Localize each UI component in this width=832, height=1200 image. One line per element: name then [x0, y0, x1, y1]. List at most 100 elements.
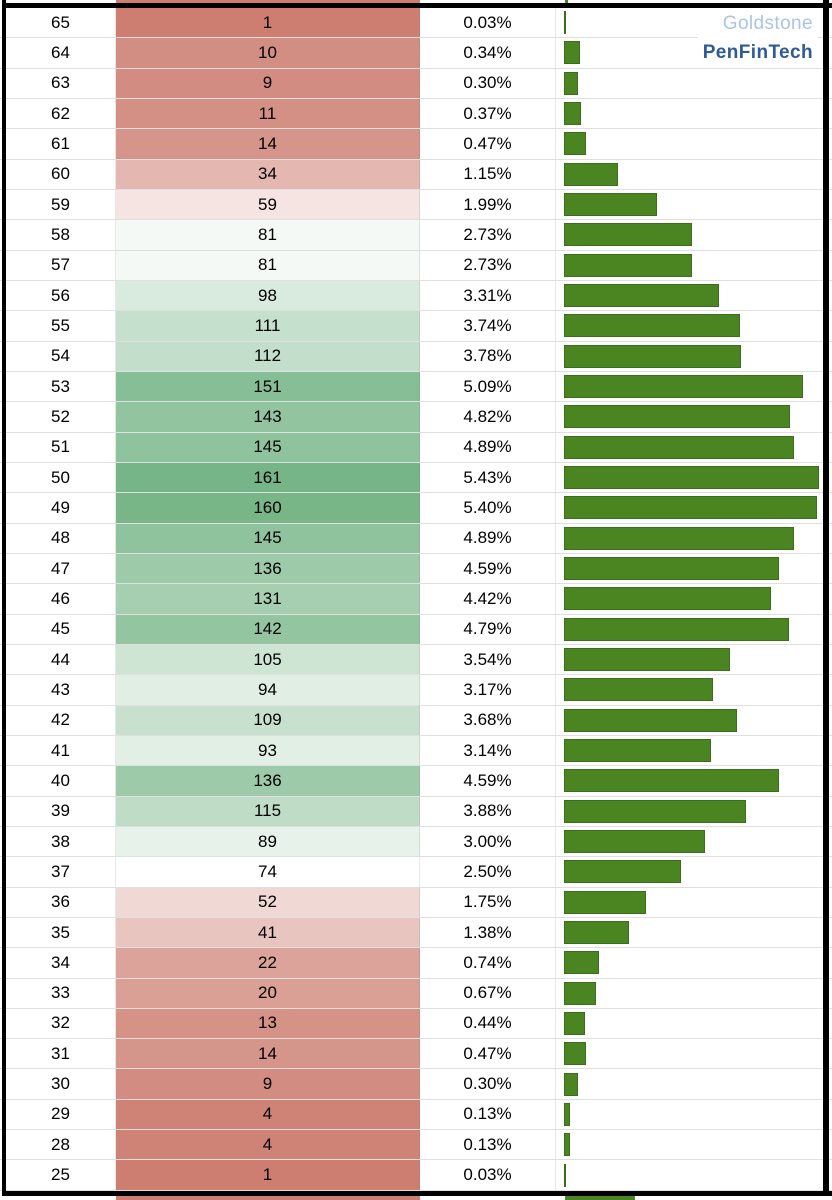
age-cell[interactable]: 55: [6, 311, 116, 341]
age-cell[interactable]: 61: [6, 129, 116, 159]
age-cell[interactable]: 56: [6, 280, 116, 311]
age-cell[interactable]: 60: [6, 159, 116, 189]
bar-cell[interactable]: [556, 918, 823, 947]
bar-cell[interactable]: [556, 1100, 823, 1129]
age-cell[interactable]: 64: [6, 38, 116, 68]
age-cell[interactable]: 33: [6, 978, 116, 1008]
age-cell[interactable]: 49: [6, 493, 116, 523]
percent-cell[interactable]: 0.47%: [420, 1039, 556, 1069]
age-cell[interactable]: 29: [6, 1099, 116, 1130]
count-cell[interactable]: 81: [116, 250, 420, 280]
bar-cell[interactable]: [556, 797, 823, 826]
bar-cell[interactable]: [556, 857, 823, 886]
count-cell[interactable]: 22: [116, 948, 420, 978]
percent-cell[interactable]: 0.67%: [420, 978, 556, 1008]
count-cell[interactable]: 143: [116, 402, 420, 432]
age-cell[interactable]: 36: [6, 887, 116, 917]
bar-cell[interactable]: [556, 554, 823, 583]
bar-cell[interactable]: [556, 979, 823, 1008]
percent-cell[interactable]: 4.42%: [420, 584, 556, 614]
percent-cell[interactable]: 0.34%: [420, 38, 556, 68]
bar-cell[interactable]: [556, 1009, 823, 1038]
percent-cell[interactable]: 5.43%: [420, 462, 556, 493]
bar-cell[interactable]: [556, 38, 823, 67]
percent-cell[interactable]: 3.54%: [420, 644, 556, 675]
percent-cell[interactable]: 3.31%: [420, 280, 556, 311]
age-cell[interactable]: 41: [6, 735, 116, 766]
count-cell[interactable]: 136: [116, 766, 420, 796]
bar-cell[interactable]: [556, 584, 823, 613]
age-cell[interactable]: 32: [6, 1008, 116, 1039]
percent-cell[interactable]: 1.99%: [420, 189, 556, 220]
bar-cell[interactable]: [556, 524, 823, 553]
count-cell[interactable]: 145: [116, 432, 420, 462]
count-cell[interactable]: 94: [116, 675, 420, 705]
age-cell[interactable]: 63: [6, 68, 116, 98]
percent-cell[interactable]: 4.89%: [420, 432, 556, 462]
count-cell[interactable]: 93: [116, 735, 420, 766]
count-cell[interactable]: 81: [116, 220, 420, 250]
bar-cell[interactable]: [556, 1160, 823, 1189]
percent-cell[interactable]: 0.30%: [420, 68, 556, 98]
percent-cell[interactable]: 2.50%: [420, 857, 556, 887]
percent-cell[interactable]: 0.03%: [420, 8, 556, 38]
age-cell[interactable]: 62: [6, 98, 116, 129]
age-cell[interactable]: 46: [6, 584, 116, 614]
percent-cell[interactable]: 0.74%: [420, 948, 556, 978]
age-cell[interactable]: 37: [6, 857, 116, 887]
bar-cell[interactable]: [556, 220, 823, 249]
bar-cell[interactable]: [556, 675, 823, 704]
count-cell[interactable]: 52: [116, 887, 420, 917]
count-cell[interactable]: 161: [116, 462, 420, 493]
count-cell[interactable]: 59: [116, 189, 420, 220]
bar-cell[interactable]: [556, 129, 823, 158]
percent-cell[interactable]: 2.73%: [420, 250, 556, 280]
percent-cell[interactable]: 5.40%: [420, 493, 556, 523]
percent-cell[interactable]: 3.00%: [420, 826, 556, 857]
percent-cell[interactable]: 5.09%: [420, 371, 556, 402]
age-cell[interactable]: 58: [6, 220, 116, 250]
age-cell[interactable]: 30: [6, 1069, 116, 1099]
count-cell[interactable]: 1: [116, 8, 420, 38]
count-cell[interactable]: 136: [116, 553, 420, 584]
age-cell[interactable]: 34: [6, 948, 116, 978]
percent-cell[interactable]: 0.13%: [420, 1130, 556, 1160]
count-cell[interactable]: 20: [116, 978, 420, 1008]
count-cell[interactable]: 142: [116, 614, 420, 644]
bar-cell[interactable]: [556, 402, 823, 431]
bar-cell[interactable]: [556, 706, 823, 735]
age-cell[interactable]: 48: [6, 523, 116, 553]
percent-cell[interactable]: 0.03%: [420, 1160, 556, 1190]
bar-cell[interactable]: [556, 1130, 823, 1159]
count-cell[interactable]: 4: [116, 1099, 420, 1130]
age-cell[interactable]: 44: [6, 644, 116, 675]
bar-cell[interactable]: [556, 433, 823, 462]
bar-cell[interactable]: [556, 827, 823, 856]
bar-cell[interactable]: [556, 736, 823, 765]
percent-cell[interactable]: 1.38%: [420, 917, 556, 948]
count-cell[interactable]: 111: [116, 311, 420, 341]
percent-cell[interactable]: 1.15%: [420, 159, 556, 189]
percent-cell[interactable]: 4.82%: [420, 402, 556, 432]
count-cell[interactable]: 74: [116, 857, 420, 887]
bar-cell[interactable]: [556, 281, 823, 310]
age-cell[interactable]: 42: [6, 705, 116, 735]
bar-cell[interactable]: [556, 69, 823, 98]
percent-cell[interactable]: 0.47%: [420, 129, 556, 159]
age-cell[interactable]: 57: [6, 250, 116, 280]
count-cell[interactable]: 14: [116, 129, 420, 159]
count-cell[interactable]: 14: [116, 1039, 420, 1069]
age-cell[interactable]: 59: [6, 189, 116, 220]
count-cell[interactable]: 10: [116, 38, 420, 68]
count-cell[interactable]: 89: [116, 826, 420, 857]
count-cell[interactable]: 151: [116, 371, 420, 402]
bar-cell[interactable]: [556, 251, 823, 280]
age-cell[interactable]: 47: [6, 553, 116, 584]
bar-cell[interactable]: [556, 160, 823, 189]
bar-cell[interactable]: [556, 8, 823, 37]
count-cell[interactable]: 41: [116, 917, 420, 948]
count-cell[interactable]: 112: [116, 341, 420, 371]
age-cell[interactable]: 53: [6, 371, 116, 402]
count-cell[interactable]: 115: [116, 796, 420, 826]
bar-cell[interactable]: [556, 372, 823, 401]
